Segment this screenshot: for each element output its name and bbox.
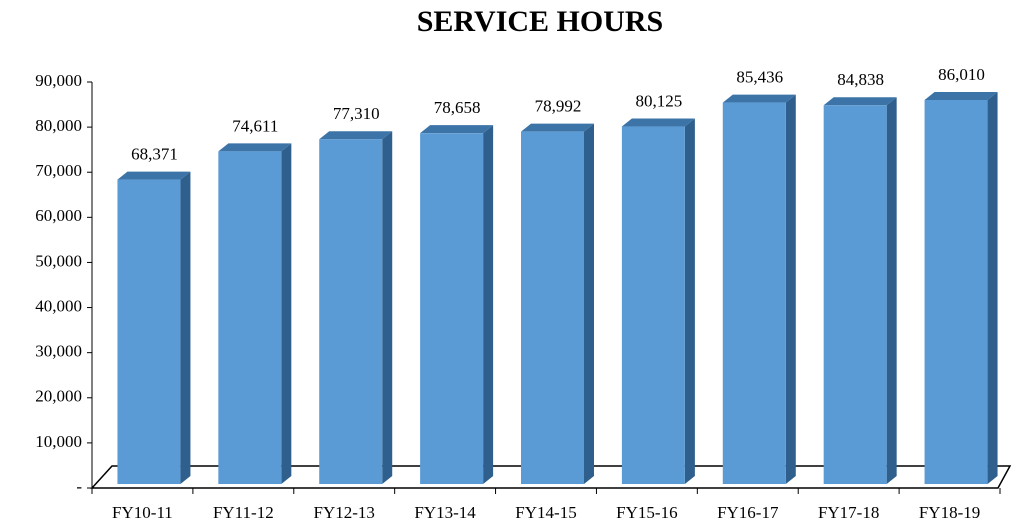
bar-side bbox=[483, 125, 494, 484]
y-tick-label: 60,000 bbox=[35, 206, 82, 225]
x-tick-label: FY13-14 bbox=[414, 503, 476, 522]
y-tick-label: 40,000 bbox=[35, 296, 82, 315]
bar bbox=[319, 139, 383, 484]
value-label: 68,371 bbox=[131, 144, 178, 163]
y-tick-label: 90,000 bbox=[35, 71, 82, 90]
value-label: 78,992 bbox=[535, 97, 582, 116]
y-tick-label: - bbox=[76, 477, 82, 496]
bar-side bbox=[886, 97, 897, 485]
bar bbox=[521, 131, 584, 484]
x-tick-label: FY12-13 bbox=[314, 503, 375, 522]
bar-side bbox=[281, 143, 292, 484]
bar bbox=[722, 102, 786, 484]
y-tick-label: 30,000 bbox=[35, 342, 82, 361]
bar-top bbox=[823, 97, 897, 106]
y-tick-label: 10,000 bbox=[35, 432, 82, 451]
bar-top bbox=[420, 125, 494, 134]
bar-top bbox=[621, 118, 695, 127]
bar-top bbox=[722, 94, 796, 103]
x-tick-label: FY17-18 bbox=[818, 503, 879, 522]
value-label: 77,310 bbox=[333, 104, 380, 123]
y-tick-label: 80,000 bbox=[35, 116, 82, 135]
bar-top bbox=[319, 131, 393, 140]
bar-side bbox=[382, 131, 393, 484]
value-label: 84,838 bbox=[837, 70, 884, 89]
bar bbox=[420, 133, 484, 484]
x-tick-label: FY10-11 bbox=[112, 503, 173, 522]
bar bbox=[117, 179, 181, 485]
bar-top bbox=[521, 123, 594, 132]
x-tick-label: FY14-15 bbox=[515, 503, 576, 522]
y-tick-label: 50,000 bbox=[35, 251, 82, 270]
x-tick-label: FY18-19 bbox=[919, 503, 980, 522]
bar bbox=[218, 151, 282, 484]
y-tick-label: 70,000 bbox=[35, 161, 82, 180]
bar bbox=[924, 99, 988, 485]
value-label: 74,611 bbox=[232, 116, 278, 135]
floor bbox=[90, 465, 1012, 489]
bar-top bbox=[117, 171, 191, 180]
bar-side bbox=[987, 91, 998, 485]
bar bbox=[823, 105, 887, 485]
y-tick-label: 20,000 bbox=[35, 387, 82, 406]
value-label: 86,010 bbox=[938, 65, 985, 84]
chart-title: SERVICE HOURS bbox=[417, 5, 664, 38]
value-label: 78,658 bbox=[434, 98, 481, 117]
bar-top bbox=[218, 143, 292, 152]
x-tick-label: FY15-16 bbox=[616, 503, 677, 522]
bar-top bbox=[924, 91, 998, 100]
bar-side bbox=[180, 171, 191, 485]
bar-side bbox=[785, 94, 796, 484]
bar-side bbox=[684, 118, 695, 484]
bar bbox=[621, 126, 685, 484]
bar-side bbox=[584, 123, 594, 484]
value-label: 80,125 bbox=[636, 91, 683, 110]
x-tick-label: FY16-17 bbox=[717, 503, 779, 522]
value-label: 85,436 bbox=[736, 67, 783, 86]
x-tick-label: FY11-12 bbox=[213, 503, 274, 522]
